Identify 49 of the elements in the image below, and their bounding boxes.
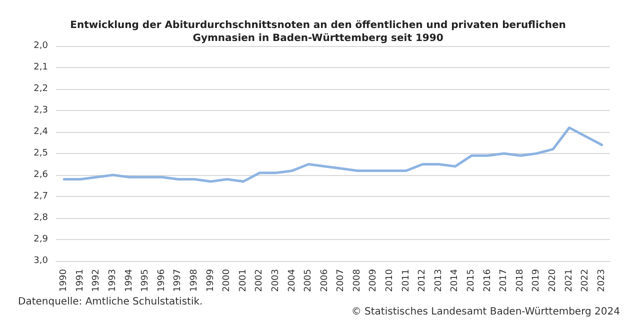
x-tick-label: 1991 [75, 269, 86, 292]
x-tick-label: 2013 [434, 269, 444, 292]
x-tick-label: 1997 [173, 269, 184, 292]
x-tick-label: 1994 [124, 268, 134, 292]
x-tick-label: 1999 [206, 268, 216, 292]
x-tick-label: 2022 [580, 269, 591, 292]
x-tick-label: 2004 [287, 268, 298, 292]
y-tick-label: 2,0 [34, 41, 48, 51]
x-tick-label: 2006 [320, 268, 330, 292]
y-tick-label: 2,9 [34, 234, 48, 244]
y-tick-label: 2,8 [34, 213, 48, 223]
x-tick-label: 1993 [108, 269, 118, 292]
x-tick-label: 2008 [352, 268, 362, 292]
x-tick-label: 2023 [596, 269, 607, 292]
x-tick-label: 1992 [92, 269, 102, 292]
x-tick-label: 2002 [254, 269, 265, 292]
x-tick-label: 2021 [564, 269, 574, 292]
x-tick-label: 2019 [532, 268, 542, 292]
y-tick-label: 2,7 [34, 192, 48, 202]
y-tick-label: 2,2 [34, 84, 48, 94]
x-tick-label: 2009 [368, 268, 379, 292]
x-tick-label: 2007 [336, 269, 346, 292]
x-tick-label: 2020 [548, 268, 558, 292]
y-tick-label: 2,6 [34, 170, 48, 180]
y-tick-label: 2,3 [34, 106, 48, 116]
y-tick-label: 2,4 [34, 127, 48, 137]
x-tick-label: 2015 [466, 269, 476, 292]
x-tick-label: 2011 [401, 269, 412, 292]
chart-title: Entwicklung der Abiturdurchschnittsnoten an den öffentlichen und privaten beruflichen Gymnasien in Baden-Württemberg seit 1990 [70, 20, 566, 44]
x-tick-label: 2010 [385, 268, 396, 292]
y-tick-label: 2,1 [34, 62, 48, 72]
x-tick-label: 1990 [59, 268, 70, 292]
y-tick-label: 2,5 [34, 148, 48, 158]
x-tick-label: 2016 [482, 268, 493, 292]
x-tick-label: 2017 [499, 269, 510, 292]
x-tick-label: 2012 [418, 269, 428, 292]
y-tick-label: 3,0 [34, 256, 48, 266]
x-tick-label: 2001 [238, 269, 248, 292]
x-tick-label: 2014 [450, 268, 460, 292]
x-tick-label: 1996 [156, 268, 167, 292]
x-tick-label: 2005 [304, 269, 314, 292]
x-tick-label: 1995 [140, 269, 151, 292]
text: © Statistisches Landesamt Baden-Württemberg 2024 [351, 306, 620, 318]
x-tick-label: 2003 [270, 269, 281, 292]
x-tick-label: 2000 [222, 268, 232, 292]
line-series [62, 126, 604, 183]
x-tick-label: 1998 [190, 268, 200, 292]
x-tick-label: 2018 [515, 268, 526, 292]
text: Datenquelle: Amtliche Schulstatistik. [18, 296, 203, 308]
